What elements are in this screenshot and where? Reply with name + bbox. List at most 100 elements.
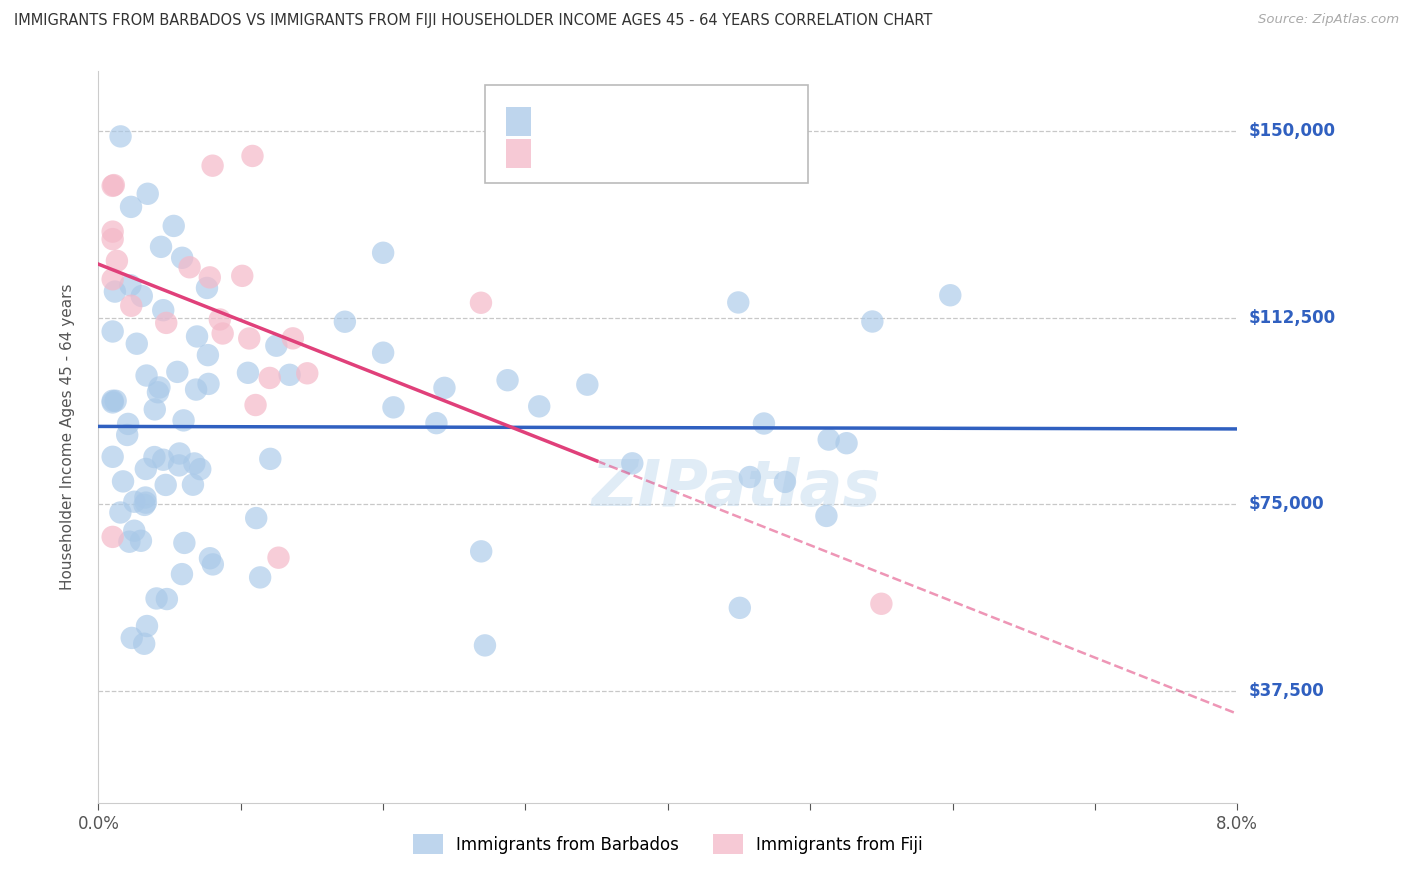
Point: [170, 567, 193, 582]
Point: [267, 550, 290, 565]
Point: [131, 289, 153, 303]
Point: [278, 368, 301, 382]
Text: $75,000: $75,000: [1249, 495, 1324, 513]
Point: [197, 376, 219, 391]
Point: [121, 631, 143, 645]
Point: [112, 475, 135, 489]
Point: [101, 325, 124, 339]
Point: [231, 268, 253, 283]
Point: [236, 366, 259, 380]
Text: $150,000: $150,000: [1249, 122, 1336, 140]
Point: [135, 368, 157, 383]
Point: [115, 428, 138, 442]
Point: [939, 288, 962, 302]
Point: [470, 544, 492, 558]
Point: [529, 400, 551, 414]
Point: [728, 600, 751, 615]
Point: [211, 326, 233, 341]
Point: [110, 129, 132, 144]
Point: [134, 498, 156, 512]
Point: [155, 478, 177, 492]
Y-axis label: Householder Income Ages 45 - 64 years: Householder Income Ages 45 - 64 years: [60, 284, 75, 591]
Text: R = -0.069   N = 84: R = -0.069 N = 84: [540, 107, 703, 121]
Text: ZIPatlas: ZIPatlas: [592, 458, 882, 519]
Point: [474, 639, 496, 653]
Point: [136, 186, 159, 201]
Point: [110, 506, 132, 520]
Point: [727, 295, 749, 310]
Text: Source: ZipAtlas.com: Source: ZipAtlas.com: [1258, 13, 1399, 27]
Point: [134, 637, 156, 651]
Point: [145, 591, 167, 606]
Point: [166, 365, 188, 379]
Point: [815, 508, 838, 523]
Point: [101, 393, 124, 408]
Point: [184, 383, 207, 397]
Point: [245, 398, 267, 412]
Point: [738, 470, 761, 484]
Point: [249, 570, 271, 584]
Point: [835, 436, 858, 450]
Point: [860, 314, 883, 328]
Point: [433, 381, 456, 395]
Point: [621, 456, 644, 470]
Point: [150, 240, 173, 254]
Point: [183, 457, 205, 471]
Point: [198, 270, 221, 285]
Point: [156, 592, 179, 607]
Point: [195, 281, 218, 295]
Point: [371, 345, 394, 359]
Point: [167, 458, 190, 473]
Point: [382, 401, 405, 415]
Point: [143, 450, 166, 464]
Point: [281, 331, 304, 345]
Point: [181, 477, 204, 491]
Point: [155, 316, 177, 330]
Point: [120, 200, 142, 214]
Point: [425, 416, 447, 430]
Point: [576, 377, 599, 392]
Point: [259, 371, 281, 385]
Point: [101, 272, 124, 286]
Point: [752, 417, 775, 431]
Point: [101, 232, 124, 246]
Text: $37,500: $37,500: [1249, 681, 1324, 700]
Point: [259, 451, 281, 466]
Point: [103, 178, 125, 192]
Point: [101, 530, 124, 544]
Point: [371, 245, 394, 260]
Point: [134, 491, 156, 505]
Point: [101, 225, 124, 239]
Text: R = -0.492   N = 24: R = -0.492 N = 24: [540, 146, 703, 161]
Point: [470, 295, 492, 310]
Legend: Immigrants from Barbados, Immigrants from Fiji: Immigrants from Barbados, Immigrants fro…: [406, 828, 929, 860]
Point: [118, 534, 141, 549]
Text: IMMIGRANTS FROM BARBADOS VS IMMIGRANTS FROM FIJI HOUSEHOLDER INCOME AGES 45 - 64: IMMIGRANTS FROM BARBADOS VS IMMIGRANTS F…: [14, 13, 932, 29]
Point: [163, 219, 186, 233]
Point: [817, 433, 839, 447]
Point: [104, 285, 127, 299]
Point: [152, 452, 174, 467]
Point: [242, 149, 264, 163]
Point: [129, 533, 152, 548]
Point: [120, 278, 142, 293]
Point: [173, 413, 195, 427]
Point: [101, 450, 124, 464]
Point: [201, 558, 224, 572]
Point: [208, 312, 231, 326]
Point: [173, 536, 195, 550]
Point: [773, 475, 796, 489]
Text: $112,500: $112,500: [1249, 309, 1336, 326]
Point: [101, 178, 124, 193]
Point: [148, 380, 170, 394]
Point: [143, 402, 166, 417]
Point: [101, 395, 124, 409]
Point: [186, 329, 208, 343]
Point: [266, 339, 288, 353]
Point: [297, 366, 319, 380]
Point: [117, 417, 139, 431]
Point: [870, 597, 893, 611]
Point: [120, 299, 142, 313]
Point: [197, 348, 219, 362]
Point: [135, 462, 157, 476]
